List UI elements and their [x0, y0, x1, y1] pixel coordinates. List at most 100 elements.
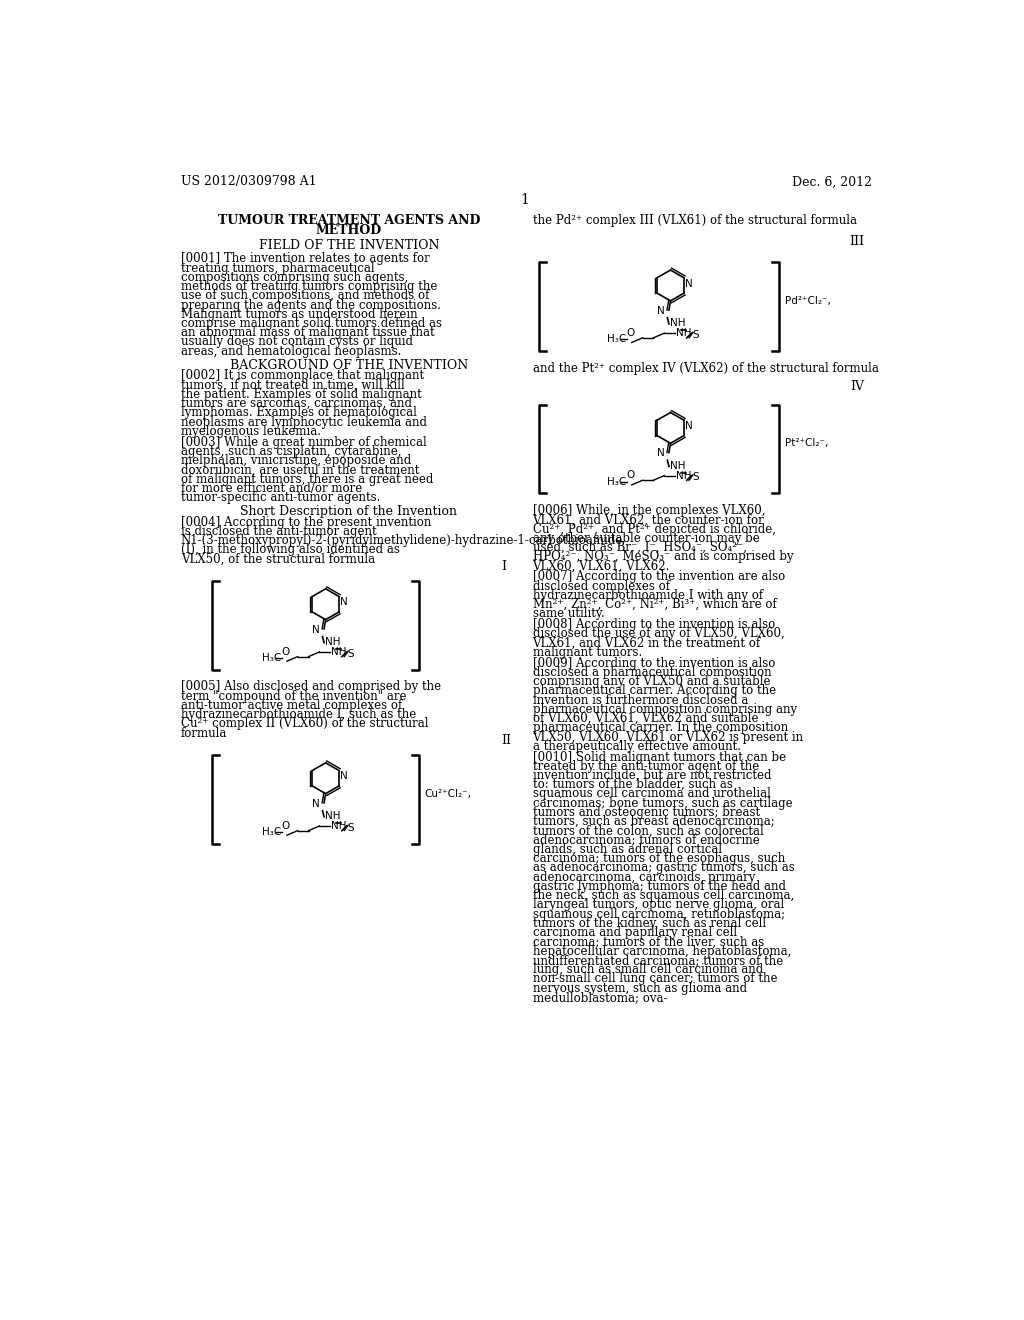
- Text: O: O: [627, 327, 635, 338]
- Text: pharmaceutical composition comprising any: pharmaceutical composition comprising an…: [532, 702, 797, 715]
- Text: comprise malignant solid tumors defined as: comprise malignant solid tumors defined …: [180, 317, 441, 330]
- Text: gastric lymphoma; tumors of the head and: gastric lymphoma; tumors of the head and: [532, 880, 785, 892]
- Text: NH: NH: [670, 318, 685, 329]
- Text: use of such compositions, and methods of: use of such compositions, and methods of: [180, 289, 429, 302]
- Text: hepatocellular carcinoma, hepatoblastoma,: hepatocellular carcinoma, hepatoblastoma…: [532, 945, 791, 957]
- Text: neoplasms are lymphocytic leukemia and: neoplasms are lymphocytic leukemia and: [180, 416, 427, 429]
- Text: [0009] According to the invention is also: [0009] According to the invention is als…: [532, 656, 775, 669]
- Text: tumors, if not treated in time, will kill: tumors, if not treated in time, will kil…: [180, 379, 404, 392]
- Text: I: I: [502, 560, 507, 573]
- Text: laryngeal tumors, optic nerve glioma, oral: laryngeal tumors, optic nerve glioma, or…: [532, 899, 783, 911]
- Text: and the Pt²⁺ complex IV (VLX62) of the structural formula: and the Pt²⁺ complex IV (VLX62) of the s…: [532, 362, 879, 375]
- Text: Short Description of the Invention: Short Description of the Invention: [241, 506, 458, 517]
- Text: VLX60, VLX61, VLX62.: VLX60, VLX61, VLX62.: [532, 560, 670, 573]
- Text: METHOD: METHOD: [315, 224, 382, 236]
- Text: the Pd²⁺ complex III (VLX61) of the structural formula: the Pd²⁺ complex III (VLX61) of the stru…: [532, 214, 856, 227]
- Text: term "compound of the invention" are: term "compound of the invention" are: [180, 689, 407, 702]
- Text: NH: NH: [325, 810, 340, 821]
- Text: glands, such as adrenal cortical: glands, such as adrenal cortical: [532, 843, 722, 855]
- Text: to: tumors of the bladder, such as: to: tumors of the bladder, such as: [532, 779, 732, 791]
- Text: Cu²⁺, Pd²⁺, and Pt²⁺ depicted is chloride,: Cu²⁺, Pd²⁺, and Pt²⁺ depicted is chlorid…: [532, 523, 775, 536]
- Text: tumors, such as breast adenocarcinoma;: tumors, such as breast adenocarcinoma;: [532, 816, 774, 828]
- Text: N: N: [656, 306, 665, 315]
- Text: carcinoma; tumors of the esophagus, such: carcinoma; tumors of the esophagus, such: [532, 853, 784, 865]
- Text: used, such as Br⁻, I⁻, HSO₄⁻, SO₄²⁻,: used, such as Br⁻, I⁻, HSO₄⁻, SO₄²⁻,: [532, 541, 746, 554]
- Text: formula: formula: [180, 726, 227, 739]
- Text: medulloblastoma; ova-: medulloblastoma; ova-: [532, 991, 667, 1003]
- Text: undifferentiated carcinoma; tumors of the: undifferentiated carcinoma; tumors of th…: [532, 954, 782, 966]
- Text: 1: 1: [520, 193, 529, 207]
- Text: US 2012/0309798 A1: US 2012/0309798 A1: [180, 176, 316, 189]
- Text: [0006] While, in the complexes VLX60,: [0006] While, in the complexes VLX60,: [532, 504, 765, 517]
- Text: adenocarcinoma, carcinoids, primary: adenocarcinoma, carcinoids, primary: [532, 871, 755, 883]
- Text: as adenocarcinoma; gastric tumors, such as: as adenocarcinoma; gastric tumors, such …: [532, 862, 795, 874]
- Text: O: O: [627, 470, 635, 480]
- Text: for more efficient and/or more: for more efficient and/or more: [180, 482, 361, 495]
- Text: VLX61, and VLX62, the counter-ion for: VLX61, and VLX62, the counter-ion for: [532, 513, 764, 527]
- Text: same utility.: same utility.: [532, 607, 604, 620]
- Text: disclosed a pharmaceutical composition: disclosed a pharmaceutical composition: [532, 665, 771, 678]
- Text: [0001] The invention relates to agents for: [0001] The invention relates to agents f…: [180, 252, 429, 265]
- Text: the patient. Examples of solid malignant: the patient. Examples of solid malignant: [180, 388, 422, 401]
- Text: malignant tumors.: malignant tumors.: [532, 645, 642, 659]
- Text: NH: NH: [331, 647, 346, 657]
- Text: H₃C: H₃C: [262, 828, 282, 837]
- Text: of VLX60, VLX61, VLX62 and suitable: of VLX60, VLX61, VLX62 and suitable: [532, 711, 758, 725]
- Text: preparing the agents and the compositions.: preparing the agents and the composition…: [180, 298, 440, 312]
- Text: BACKGROUND OF THE INVENTION: BACKGROUND OF THE INVENTION: [229, 359, 468, 372]
- Text: NH: NH: [325, 638, 340, 647]
- Text: S: S: [347, 648, 354, 659]
- Text: invention is furthermore disclosed a: invention is furthermore disclosed a: [532, 693, 748, 706]
- Text: Cu²⁺Cl₂⁻,: Cu²⁺Cl₂⁻,: [425, 788, 472, 799]
- Text: anti-tumor active metal complexes of: anti-tumor active metal complexes of: [180, 700, 402, 711]
- Text: Mn²⁺, Zn²⁺, Co²⁺, Ni²⁺, Bi³⁺, which are of: Mn²⁺, Zn²⁺, Co²⁺, Ni²⁺, Bi³⁺, which are …: [532, 598, 776, 611]
- Text: VLX50, VLX60, VLX61 or VLX62 is present in: VLX50, VLX60, VLX61 or VLX62 is present …: [532, 730, 804, 743]
- Text: NH: NH: [676, 471, 691, 480]
- Text: the neck, such as squamous cell carcinoma,: the neck, such as squamous cell carcinom…: [532, 890, 794, 902]
- Text: non-small cell lung cancer; tumors of the: non-small cell lung cancer; tumors of th…: [532, 973, 777, 985]
- Text: [0002] It is commonplace that malignant: [0002] It is commonplace that malignant: [180, 370, 424, 383]
- Text: comprising any of VLX50 and a suitable: comprising any of VLX50 and a suitable: [532, 675, 770, 688]
- Text: [0007] According to the invention are also: [0007] According to the invention are al…: [532, 570, 784, 583]
- Text: an abnormal mass of malignant tissue that: an abnormal mass of malignant tissue tha…: [180, 326, 434, 339]
- Text: nervous system, such as glioma and: nervous system, such as glioma and: [532, 982, 746, 994]
- Text: tumors are sarcomas, carcinomas, and: tumors are sarcomas, carcinomas, and: [180, 397, 412, 411]
- Text: tumors of the colon, such as colorectal: tumors of the colon, such as colorectal: [532, 825, 763, 837]
- Text: [0008] According to the invention is also: [0008] According to the invention is als…: [532, 618, 775, 631]
- Text: disclosed the use of any of VLX50, VLX60,: disclosed the use of any of VLX50, VLX60…: [532, 627, 784, 640]
- Text: squamous cell carcinoma and urothelial: squamous cell carcinoma and urothelial: [532, 788, 770, 800]
- Text: of malignant tumors, there is a great need: of malignant tumors, there is a great ne…: [180, 473, 433, 486]
- Text: treating tumors, pharmaceutical: treating tumors, pharmaceutical: [180, 261, 375, 275]
- Text: adenocarcinoma; tumors of endocrine: adenocarcinoma; tumors of endocrine: [532, 834, 760, 846]
- Text: doxorubicin, are useful in the treatment: doxorubicin, are useful in the treatment: [180, 463, 419, 477]
- Text: areas, and hematological neoplasms.: areas, and hematological neoplasms.: [180, 345, 401, 358]
- Text: Pt²⁺Cl₂⁻,: Pt²⁺Cl₂⁻,: [785, 438, 828, 449]
- Text: Cu²⁺ complex II (VLX60) of the structural: Cu²⁺ complex II (VLX60) of the structura…: [180, 718, 428, 730]
- Text: NH: NH: [331, 821, 346, 832]
- Text: disclosed complexes of: disclosed complexes of: [532, 579, 670, 593]
- Text: invention include, but are not restricted: invention include, but are not restricte…: [532, 770, 771, 781]
- Text: VLX61, and VLX62 in the treatment of: VLX61, and VLX62 in the treatment of: [532, 636, 761, 649]
- Text: any other suitable counter-ion may be: any other suitable counter-ion may be: [532, 532, 760, 545]
- Text: N: N: [311, 624, 319, 635]
- Text: pharmaceutical carrier. According to the: pharmaceutical carrier. According to the: [532, 684, 775, 697]
- Text: carcinomas; bone tumors, such as cartilage: carcinomas; bone tumors, such as cartila…: [532, 797, 793, 809]
- Text: squamous cell carcinoma, retinoblastoma;: squamous cell carcinoma, retinoblastoma;: [532, 908, 784, 920]
- Text: III: III: [849, 235, 864, 248]
- Text: lymphomas. Examples of hematological: lymphomas. Examples of hematological: [180, 407, 417, 420]
- Text: S: S: [692, 330, 698, 339]
- Text: compositions comprising such agents,: compositions comprising such agents,: [180, 271, 408, 284]
- Text: IV: IV: [850, 380, 864, 393]
- Text: hydrazinecarbothioamide I with any of: hydrazinecarbothioamide I with any of: [532, 589, 763, 602]
- Text: [0003] While a great number of chemical: [0003] While a great number of chemical: [180, 436, 426, 449]
- Text: treated by the anti-tumor agent of the: treated by the anti-tumor agent of the: [532, 760, 759, 772]
- Text: N: N: [685, 421, 692, 430]
- Text: methods of treating tumors comprising the: methods of treating tumors comprising th…: [180, 280, 437, 293]
- Text: VLX50, of the structural formula: VLX50, of the structural formula: [180, 553, 375, 566]
- Text: O: O: [282, 647, 290, 656]
- Text: Pd²⁺Cl₂⁻,: Pd²⁺Cl₂⁻,: [785, 296, 831, 306]
- Text: lung, such as small cell carcinoma and: lung, such as small cell carcinoma and: [532, 964, 763, 975]
- Text: is disclosed the anti-tumor agent: is disclosed the anti-tumor agent: [180, 525, 377, 539]
- Text: [0010] Solid malignant tumors that can be: [0010] Solid malignant tumors that can b…: [532, 751, 785, 763]
- Text: tumors of the kidney, such as renal cell: tumors of the kidney, such as renal cell: [532, 917, 766, 929]
